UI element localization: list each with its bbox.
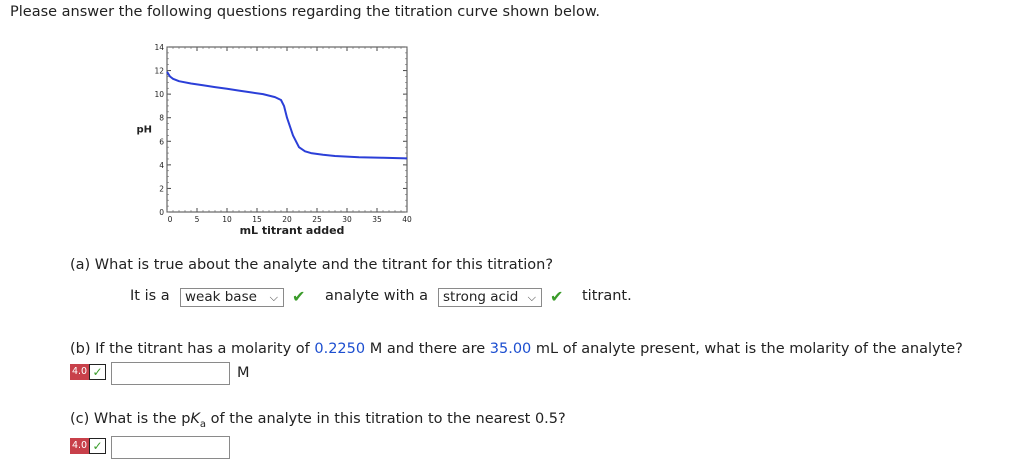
question-c-k: K <box>190 411 200 427</box>
intro-text: Please answer the following questions re… <box>10 4 600 20</box>
answer-a-middle: analyte with a <box>325 288 429 304</box>
score-badge: 4.0 ✓ <box>70 364 106 380</box>
plot-frame <box>166 46 408 213</box>
titrant-type-value: strong acid <box>443 289 519 305</box>
question-b-start: (b) If the titrant has a molarity of <box>70 341 310 357</box>
x-tick-label: 15 <box>252 215 262 224</box>
x-tick-label: 40 <box>402 215 412 224</box>
question-c-sub: a <box>199 418 207 430</box>
y-axis-label: pH <box>136 125 152 136</box>
question-c-start: (c) What is the p <box>70 411 191 427</box>
y-tick-label: 6 <box>159 137 164 146</box>
chevron-down-icon: ⌵ <box>269 291 278 304</box>
check-icon: ✓ <box>89 364 106 380</box>
analyte-molarity-input[interactable] <box>111 362 230 385</box>
y-tick-label: 12 <box>154 67 164 76</box>
question-c: (c) What is the pKa of the analyte in th… <box>70 411 566 430</box>
x-tick-label: 30 <box>342 215 352 224</box>
molarity-unit: M <box>237 365 250 381</box>
analyte-type-select[interactable]: weak base ⌵ <box>180 288 284 307</box>
question-c-end: of the analyte in this titration to the … <box>210 411 566 427</box>
chevron-down-icon: ⌵ <box>527 291 536 304</box>
x-tick-label: 10 <box>222 215 232 224</box>
x-tick-label: 35 <box>372 215 382 224</box>
answer-a-suffix: titrant. <box>582 288 632 304</box>
x-tick-label: 20 <box>282 215 292 224</box>
question-b-end: mL of analyte present, what is the molar… <box>535 341 963 357</box>
pka-input[interactable] <box>111 436 230 459</box>
score-value: 4.0 <box>70 438 89 454</box>
score-value: 4.0 <box>70 364 89 380</box>
analyte-volume: 35.00 <box>489 341 532 357</box>
titration-curve <box>166 71 408 160</box>
x-tick-label: 5 <box>195 215 200 224</box>
question-b: (b) If the titrant has a molarity of 0.2… <box>70 341 963 357</box>
y-tick-label: 0 <box>159 208 164 217</box>
check-icon: ✓ <box>89 438 106 454</box>
y-tick-label: 2 <box>159 184 164 193</box>
y-tick-label: 14 <box>154 43 164 52</box>
y-tick-label: 8 <box>159 114 164 123</box>
question-a: (a) What is true about the analyte and t… <box>70 257 554 273</box>
analyte-type-value: weak base <box>185 289 257 305</box>
y-tick-label: 10 <box>154 90 164 99</box>
answer-a-prefix: It is a <box>130 288 170 304</box>
score-badge: 4.0 ✓ <box>70 438 106 454</box>
x-axis-label: mL titrant added <box>240 224 345 237</box>
check-icon: ✔ <box>550 287 564 306</box>
titrant-type-select[interactable]: strong acid ⌵ <box>438 288 542 307</box>
titrant-molarity: 0.2250 <box>314 341 366 357</box>
question-b-mid: M and there are <box>369 341 486 357</box>
x-tick-label: 0 <box>168 215 173 224</box>
x-tick-label: 25 <box>312 215 322 224</box>
check-icon: ✔ <box>292 287 306 306</box>
y-tick-label: 4 <box>159 161 164 170</box>
